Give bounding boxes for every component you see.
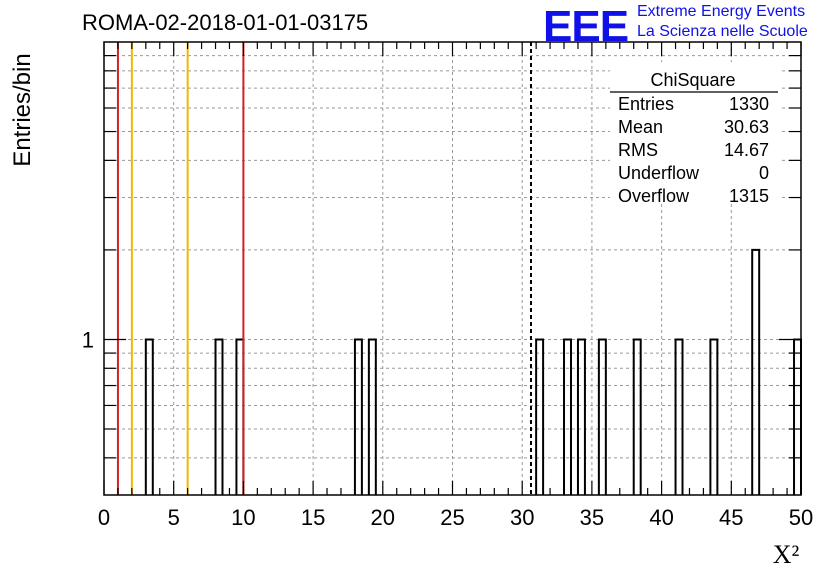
histogram-bin (144, 338, 154, 495)
x-tick-label: 40 (649, 505, 673, 530)
stats-label: RMS (618, 140, 658, 160)
histogram-bin (353, 338, 363, 495)
stats-label: Underflow (618, 163, 700, 183)
stats-label: Overflow (618, 186, 690, 206)
histogram-bin (674, 338, 684, 495)
x-tick-label: 20 (371, 505, 395, 530)
histogram-bin (563, 338, 572, 495)
y-axis-label: Entries/bin (9, 53, 36, 166)
x-tick-label: 25 (440, 505, 464, 530)
stats-value: 0 (759, 163, 769, 183)
histogram-bin (576, 338, 586, 495)
axis-ticks: 0 5 10 15 20 25 30 35 40 45 50 1 (82, 42, 813, 530)
x-tick-label: 30 (510, 505, 534, 530)
histogram-bin (751, 248, 761, 495)
histogram-bin (235, 338, 245, 495)
reference-lines (116, 42, 532, 495)
stats-label: Entries (618, 94, 674, 114)
histogram-bin (793, 338, 802, 495)
logo-subtitle-line2: La Scienza nelle Scuole (637, 23, 808, 40)
stats-label: Mean (618, 117, 663, 137)
chart-title: ROMA-02-2018-01-01-03175 (82, 10, 369, 35)
stats-rows: Entries 1330 Mean 30.63 RMS 14.67 Underflow 0 Ov… (618, 94, 769, 206)
x-tick-label: 0 (98, 505, 110, 530)
logo-subtitle-line1: Extreme Energy Events (637, 3, 806, 20)
histogram-bin (632, 338, 642, 495)
x-tick-label: 15 (301, 505, 325, 530)
x-tick-label: 10 (231, 505, 255, 530)
y-tick-label: 1 (82, 327, 94, 352)
stats-value: 1330 (729, 94, 769, 114)
histogram-bin (535, 338, 545, 495)
eee-logo: EEE (543, 2, 629, 51)
stats-value: 14.67 (724, 140, 769, 160)
x-tick-label: 35 (580, 505, 604, 530)
x-axis-label: X² (773, 540, 800, 569)
x-tick-label: 45 (719, 505, 743, 530)
histogram-bin (367, 338, 377, 495)
histogram-bars (144, 248, 802, 495)
x-tick-label: 5 (168, 505, 180, 530)
stats-value: 1315 (729, 186, 769, 206)
x-tick-label: 50 (789, 505, 813, 530)
histogram-bin (597, 338, 607, 495)
histogram-bin (214, 338, 224, 495)
stats-value: 30.63 (724, 117, 769, 137)
stats-box: ChiSquare Entries 1330 Mean 30.63 RMS 14.67 Un… (610, 62, 780, 206)
histogram-bin (709, 338, 719, 495)
stats-title: ChiSquare (650, 70, 735, 90)
